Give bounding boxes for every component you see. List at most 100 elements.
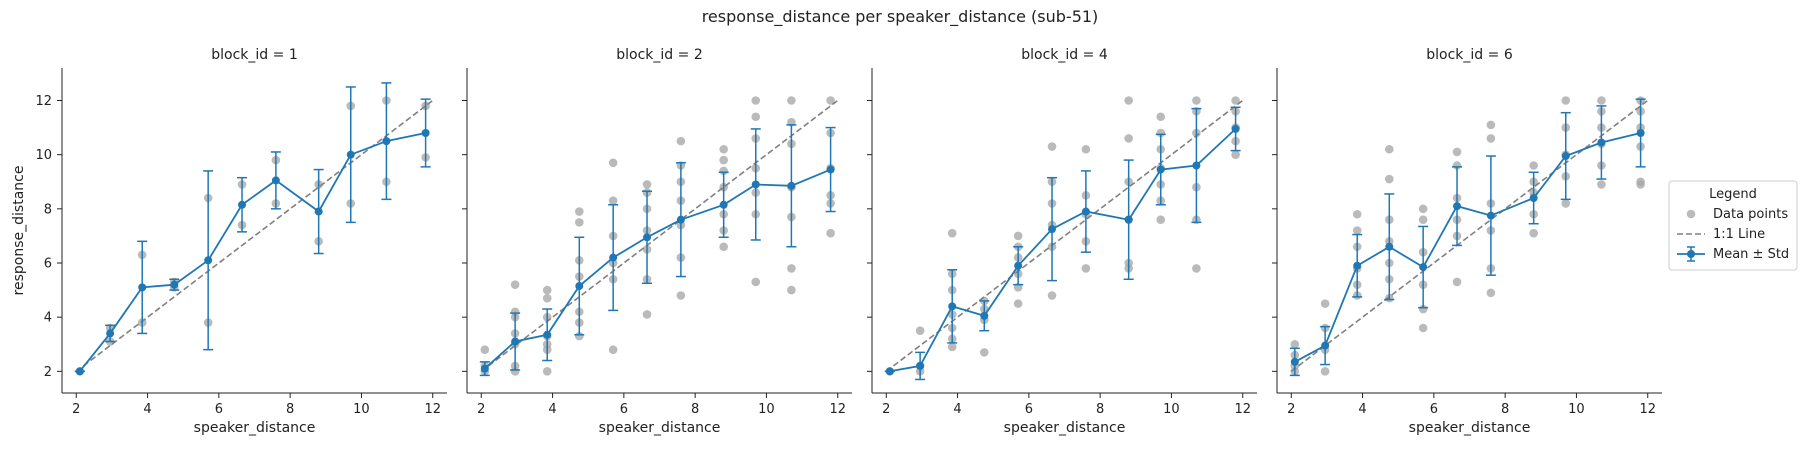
legend-entry-label: Data points	[1713, 207, 1788, 222]
mean-marker	[75, 367, 84, 376]
data-point	[787, 285, 796, 295]
x-tick-label: 4	[953, 402, 961, 417]
mean-marker	[1124, 215, 1133, 224]
data-point	[608, 158, 618, 168]
x-tick-label: 10	[758, 402, 775, 417]
data-point	[751, 96, 761, 105]
data-point	[1452, 147, 1462, 157]
legend: Legend Data points 1:1 Line Mean ± Std	[1668, 180, 1798, 271]
data-point	[1124, 96, 1133, 105]
mean-marker	[511, 337, 520, 346]
data-point	[1231, 96, 1240, 105]
data-point	[1486, 288, 1496, 298]
data-point	[1352, 209, 1362, 219]
mean-line	[889, 128, 1237, 373]
x-tick-label: 12	[424, 402, 441, 417]
data-point	[1047, 142, 1057, 151]
data-point	[676, 136, 686, 146]
mean-marker	[1486, 211, 1495, 220]
data-point	[1320, 367, 1330, 376]
data-point	[979, 348, 989, 357]
y-tick-label: 4	[44, 311, 52, 326]
x-tick-label: 12	[1639, 402, 1656, 417]
mean-marker	[609, 253, 618, 262]
panel-title: block_id = 1	[211, 47, 297, 63]
data-point	[1561, 96, 1571, 105]
data-point	[826, 96, 835, 105]
data-point	[719, 144, 728, 154]
legend-box	[1668, 180, 1798, 271]
mean-marker	[382, 137, 391, 146]
mean-marker	[106, 329, 115, 338]
mean-marker	[1597, 138, 1606, 147]
mean-marker	[643, 233, 652, 242]
mean-marker	[1081, 207, 1090, 216]
y-tick-label: 10	[35, 148, 52, 163]
data-point	[510, 280, 520, 289]
data-point	[751, 112, 761, 122]
mean-marker	[1231, 124, 1240, 133]
x-tick-label: 2	[882, 402, 890, 417]
data-point	[1384, 144, 1394, 154]
data-point	[1529, 228, 1538, 238]
data-point	[826, 228, 835, 238]
identity-line	[480, 99, 839, 372]
y-tick-label: 8	[44, 202, 52, 217]
data-point	[1561, 199, 1571, 208]
data-point	[787, 96, 796, 105]
data-point	[542, 285, 552, 295]
data-point	[1156, 215, 1166, 224]
data-point	[1124, 134, 1133, 143]
data-point	[1452, 161, 1462, 170]
panel-1: block_id = 1 2 4 6 8 10 12 2 4 6 8 10 12 speaker_dist…	[11, 47, 447, 436]
mean-marker	[271, 176, 280, 185]
data-point	[1013, 231, 1023, 241]
data-point	[574, 218, 584, 227]
mean-marker	[1321, 341, 1330, 350]
data-point	[542, 367, 552, 376]
mean-marker	[1156, 165, 1165, 174]
mean-marker	[204, 256, 213, 265]
data-point	[751, 277, 761, 287]
mean-marker	[314, 207, 323, 216]
mean-marker	[1290, 357, 1299, 366]
panel-4: block_id = 6 2 4 6 8 10 12 speaker_distance	[1272, 47, 1662, 436]
data-point	[1486, 134, 1496, 143]
data-point	[1290, 339, 1300, 349]
data-point	[642, 310, 652, 319]
data-point	[915, 326, 925, 336]
panel-title: block_id = 4	[1021, 47, 1108, 63]
y-tick-label: 6	[44, 257, 52, 272]
data-point	[719, 155, 728, 165]
data-point	[574, 207, 584, 216]
legend-entry-label: 1:1 Line	[1713, 227, 1765, 242]
mean-marker	[1561, 152, 1570, 161]
identity-line	[1290, 99, 1649, 372]
mean-marker	[826, 165, 835, 174]
data-point	[1418, 323, 1428, 333]
x-axis-title: speaker_distance	[1409, 420, 1531, 436]
chart-title: response_distance per speaker_distance (…	[702, 7, 1099, 27]
data-point	[947, 228, 957, 238]
mean-marker	[238, 200, 247, 209]
mean-marker	[916, 361, 925, 370]
data-point	[719, 242, 728, 252]
mean-marker	[1529, 194, 1538, 202]
data-point	[1636, 177, 1645, 187]
mean-marker	[1636, 129, 1645, 137]
mean-marker	[170, 280, 179, 289]
data-point	[1047, 291, 1057, 300]
legend-mean-marker	[1687, 250, 1695, 258]
mean-marker	[948, 302, 957, 311]
mean-marker	[138, 283, 147, 292]
x-tick-label: 6	[620, 402, 628, 417]
x-tick-label: 10	[1163, 402, 1180, 417]
data-point	[510, 307, 520, 317]
mean-marker	[1419, 263, 1428, 272]
data-point	[608, 196, 618, 206]
mean-marker	[480, 364, 489, 373]
x-tick-label: 8	[1096, 402, 1104, 417]
panel-title: block_id = 6	[1426, 47, 1513, 63]
mean-marker	[1353, 261, 1362, 270]
mean-marker	[421, 129, 430, 137]
